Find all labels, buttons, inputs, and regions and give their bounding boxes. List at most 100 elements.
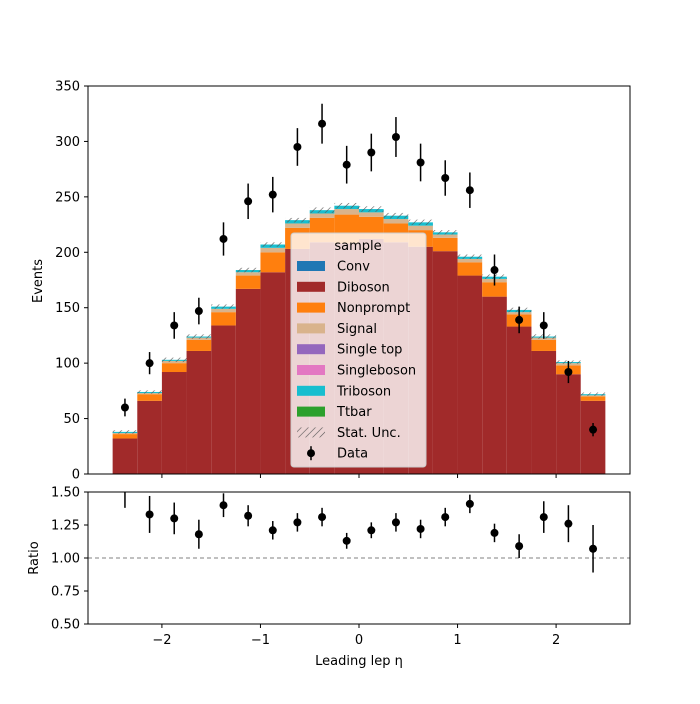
data-point-8	[318, 119, 327, 128]
stat-unc-band-0	[112, 430, 138, 434]
bar-nonprompt-13	[432, 237, 458, 252]
legend-swatch-singleboson	[297, 365, 325, 375]
legend-swatch-single-top	[297, 344, 325, 355]
ratio-point-15	[490, 528, 499, 537]
ratio-point-17	[539, 513, 548, 522]
bar-nonprompt-3	[186, 339, 212, 351]
y-tick-label-1: 50	[63, 412, 80, 427]
legend-swatch-conv	[297, 261, 325, 271]
bar-nonprompt-6	[260, 252, 286, 273]
data-point-6	[268, 190, 277, 199]
ratio-point-7	[293, 518, 302, 527]
data-point-11	[391, 132, 400, 141]
bar-diboson-17	[531, 350, 557, 474]
stat-unc-band-10	[359, 206, 384, 212]
stat-unc-band-3	[186, 334, 212, 339]
stat-unc-band-4	[211, 304, 236, 309]
ratio-point-19	[589, 544, 598, 553]
data-point-9	[342, 160, 351, 169]
legend-swatch-ttbar	[297, 406, 325, 417]
stat-unc-band-8	[309, 207, 335, 213]
ratio-point-10	[367, 526, 376, 535]
legend-label-single-top: Single top	[337, 343, 402, 358]
bar-nonprompt-5	[235, 275, 261, 289]
bar-diboson-6	[260, 272, 286, 474]
x-tick-label-4: 2	[552, 633, 560, 648]
stat-unc-band-14	[457, 254, 483, 259]
ratio-point-5	[244, 511, 253, 520]
bar-diboson-15	[482, 296, 507, 474]
legend-label-singleboson: Singleboson	[337, 364, 416, 379]
bar-signal-4	[211, 308, 236, 313]
stat-unc-bands	[112, 202, 606, 434]
y-axis-label: Events	[31, 259, 46, 303]
data-point-16	[515, 315, 524, 324]
bar-nonprompt-19	[580, 396, 606, 401]
legend-label-conv: Conv	[337, 260, 370, 275]
legend-label-ttbar: Ttbar	[336, 405, 372, 420]
bar-signal-8	[309, 213, 335, 218]
data-point-19	[589, 425, 598, 434]
ratio-point-8	[318, 513, 327, 522]
stat-unc-band-1	[137, 390, 162, 394]
bar-signal-12	[408, 225, 433, 231]
data-point-0	[120, 403, 129, 412]
bar-diboson-0	[112, 438, 138, 474]
bar-signal-6	[260, 247, 286, 253]
stat-unc-band-11	[383, 212, 409, 219]
main-axis-ticks: 0 50 100 150 200 250 300 350	[55, 80, 557, 483]
stat-unc-band-9	[334, 202, 359, 209]
bar-signal-7	[285, 223, 310, 228]
bar-diboson-13	[432, 251, 458, 474]
y-tick-label-6: 300	[55, 135, 80, 150]
ratio-axis-ticks: 0.50 0.75 1.00 1.25 1.50 −2 −1 0 1 2	[51, 486, 560, 649]
bar-nonprompt-15	[482, 282, 507, 297]
ratio-y-tick-label-3: 1.25	[51, 519, 80, 534]
bar-signal-5	[235, 272, 261, 276]
ratio-point-6	[268, 526, 277, 535]
data-point-18	[564, 368, 573, 377]
legend: sample Conv Diboson Nonprompt Signal Single …	[290, 232, 427, 468]
stat-unc-band-5	[235, 267, 261, 273]
data-point-7	[293, 142, 302, 151]
bar-nonprompt-2	[161, 363, 187, 373]
bar-diboson-2	[161, 372, 187, 474]
ratio-point-1	[145, 510, 154, 519]
legend-swatch-nonprompt	[297, 302, 325, 313]
x-tick-label-1: −1	[251, 633, 270, 648]
data-point-15	[490, 266, 499, 275]
legend-marker-data	[307, 449, 315, 458]
ratio-point-13	[441, 513, 450, 522]
bar-nonprompt-0	[112, 434, 138, 439]
stat-unc-band-7	[285, 217, 310, 223]
bar-diboson-1	[137, 400, 162, 474]
legend-label-data: Data	[337, 447, 368, 462]
y-tick-label-2: 100	[55, 357, 80, 372]
data-points	[120, 103, 598, 437]
bar-signal-13	[432, 234, 458, 238]
bar-diboson-5	[235, 288, 261, 474]
legend-label-triboson: Triboson	[336, 384, 391, 399]
bar-diboson-16	[506, 326, 532, 474]
y-tick-label-3: 150	[55, 301, 80, 316]
ratio-y-tick-label-1: 0.75	[51, 585, 80, 600]
data-point-4	[219, 234, 228, 243]
ratio-plot-frame	[87, 491, 631, 625]
legend-label-signal: Signal	[337, 322, 377, 337]
stat-unc-band-2	[161, 357, 187, 363]
ratio-point-3	[194, 530, 203, 539]
ratio-point-18	[564, 519, 573, 528]
bar-signal-19	[580, 395, 606, 397]
stat-unc-band-13	[432, 230, 458, 235]
ratio-point-16	[515, 542, 524, 551]
ratio-panel: 0.50 0.75 1.00 1.25 1.50 −2 −1 0 1 2 Ratio Leadin…	[27, 486, 631, 669]
data-point-13	[441, 174, 450, 183]
legend-items: Conv Diboson Nonprompt Signal Single top Sing…	[297, 260, 416, 462]
ratio-y-axis-label: Ratio	[27, 541, 42, 574]
stat-unc-band-19	[580, 392, 606, 396]
y-tick-label-4: 200	[55, 246, 80, 261]
bar-diboson-19	[580, 400, 606, 474]
ratio-point-12	[416, 524, 425, 533]
legend-title: sample	[334, 239, 381, 254]
bar-nonprompt-14	[457, 262, 483, 276]
